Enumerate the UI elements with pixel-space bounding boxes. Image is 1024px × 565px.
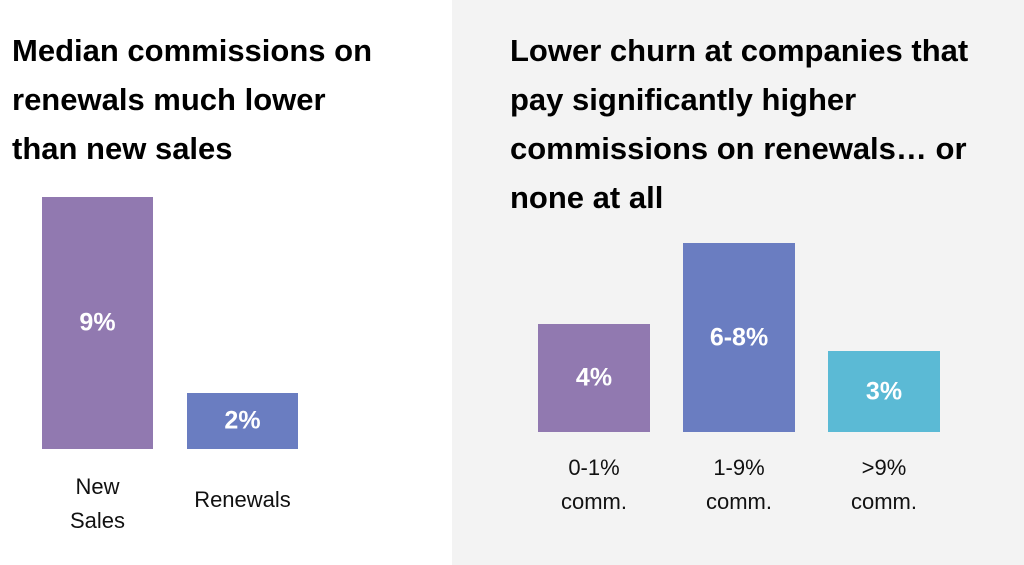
category-label: 0-1% comm.: [561, 455, 627, 514]
category-label: New Sales: [69, 474, 126, 533]
bar: [683, 243, 795, 432]
bar: [538, 324, 650, 432]
bar: [42, 197, 153, 449]
chart-title: Median commissions on renewals much lowe…: [12, 33, 373, 166]
bar: [828, 351, 940, 432]
value-label: 6-8%: [709, 323, 769, 351]
value-label: 4%: [575, 363, 613, 392]
category-label: 1-9% comm.: [706, 455, 772, 514]
value-label: 3%: [865, 377, 903, 405]
category-label: >9% comm.: [851, 455, 917, 514]
value-label: 2%: [224, 406, 261, 435]
value-label: 9%: [79, 308, 116, 337]
category-label: Renewals: [194, 487, 291, 512]
chart-title: Lower churn at companies that pay signif…: [510, 33, 969, 215]
bar: [187, 393, 298, 449]
